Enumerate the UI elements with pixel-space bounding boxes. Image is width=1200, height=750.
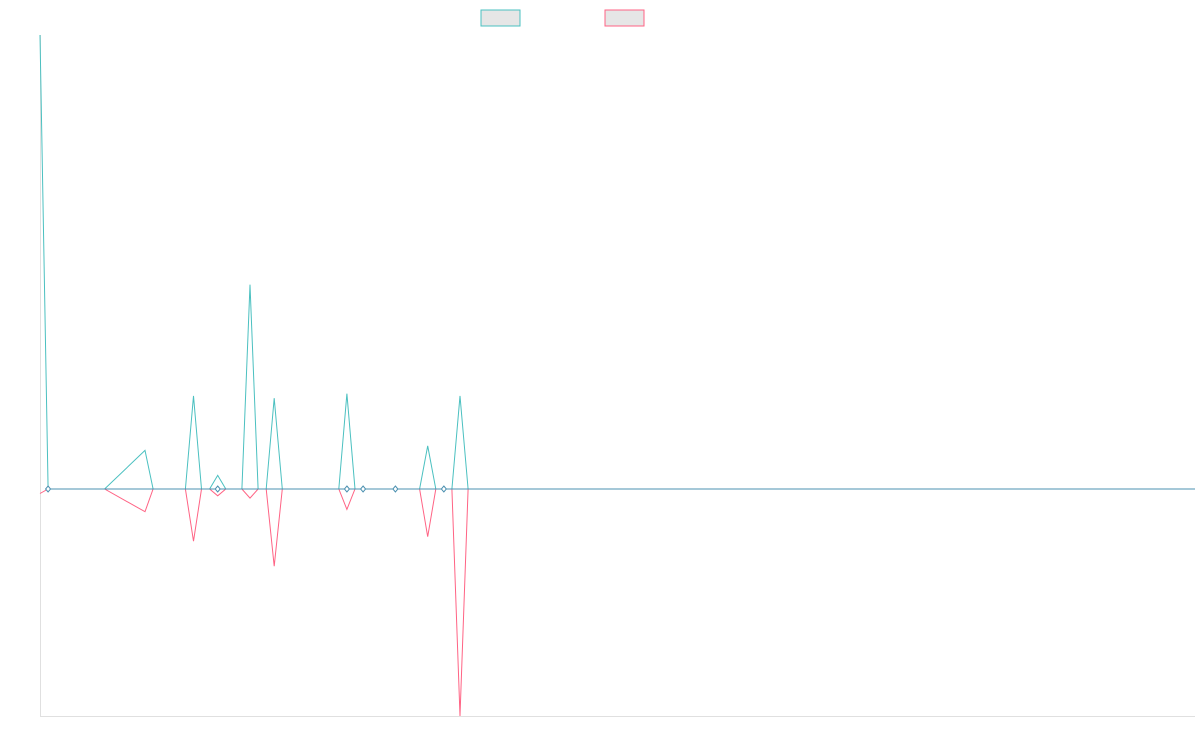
data-point-marker[interactable] — [214, 485, 221, 493]
legend-swatch-series-a[interactable] — [480, 9, 521, 27]
axes — [40, 35, 1195, 717]
data-point-marker[interactable] — [440, 485, 447, 493]
series-line-b[interactable] — [39, 488, 1195, 717]
data-point-marker[interactable] — [359, 485, 367, 493]
data-point-marker[interactable] — [44, 485, 52, 493]
data-point-marker[interactable] — [343, 485, 351, 493]
legend — [480, 9, 645, 27]
data-point-marker[interactable] — [392, 485, 399, 493]
series-line-a[interactable] — [39, 34, 1195, 490]
legend-swatch-series-b[interactable] — [604, 9, 645, 27]
marker-layer — [44, 485, 447, 493]
series-layer — [39, 34, 1195, 717]
